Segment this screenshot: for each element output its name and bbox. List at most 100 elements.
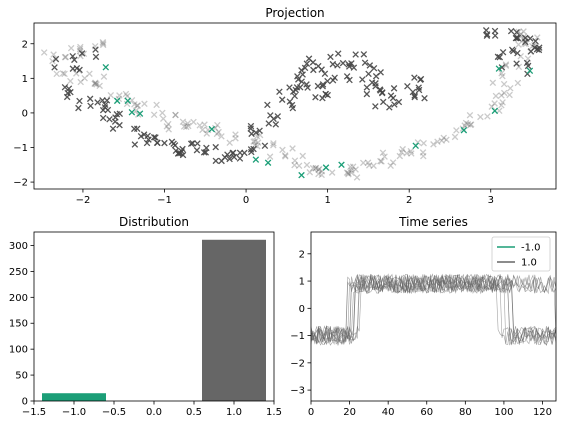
scatter-point-pos [301,64,309,72]
scatter-point-pos [434,138,441,145]
scatter-point-pos [86,95,94,103]
scatter-point-pos [386,104,393,111]
scatter-point-pos [515,28,522,36]
scatter-point-pos [421,94,428,102]
scatter-point-pos [523,59,531,67]
scatter-point-pos [218,133,225,140]
projection-axes-frame [33,22,557,190]
scatter-point-pos [349,163,357,170]
scatter-point-pos [295,162,303,170]
scatter-point-pos [154,139,161,147]
scatter-point-pos [467,121,475,128]
scatter-point-pos [498,92,505,99]
scatter-point-pos [96,82,103,90]
scatter-point-pos [80,50,88,58]
scatter-point-pos [91,80,98,87]
timeseries-line-pos [310,273,557,342]
legend-label-pos: 1.0 [521,258,537,269]
scatter-point-pos [411,92,418,99]
distribution-xtick-label: −1.0 [62,407,86,418]
scatter-point-pos [440,134,447,142]
scatter-point-pos [483,31,491,38]
scatter-point-pos [352,166,359,173]
scatter-point-pos [370,162,377,170]
scatter-point-pos [94,99,101,106]
scatter-point-pos [272,121,280,128]
scatter-point-pos [69,65,77,72]
scatter-point-pos [264,101,271,109]
legend: -1.0 1.0 [491,236,551,272]
distribution-panel: Distribution −1.5 −1.0 −0.5 0.0 0.5 1.0 1.5 0 50… [9,215,282,418]
scatter-point-pos [407,147,415,155]
scatter-point-neg [338,161,345,169]
legend-label-neg: -1.0 [521,243,541,254]
scatter-point-pos [411,74,418,81]
scatter-point-pos [346,76,353,84]
scatter-point-pos [78,50,86,57]
scatter-point-pos [282,153,289,160]
scatter-point-pos [417,76,424,84]
timeseries-line-pos [310,273,557,345]
scatter-point-pos [189,139,196,147]
scatter-point-pos [150,133,158,141]
scatter-point-pos [532,37,539,45]
scatter-point-pos [76,66,83,74]
timeseries-ytick-label: −3 [290,386,305,397]
scatter-point-pos [315,166,322,174]
scatter-point-pos [506,91,513,99]
scatter-point-pos [133,125,141,132]
scatter-point-neg [460,126,468,134]
scatter-point-pos [294,76,302,83]
scatter-point-pos [502,61,510,68]
scatter-point-pos [267,112,274,119]
scatter-point-pos [315,165,323,173]
scatter-point-pos [508,46,516,53]
scatter-point-pos [309,164,317,172]
scatter-point-pos [232,135,239,142]
timeseries-ytick-label: 2 [299,249,305,260]
scatter-point-pos [415,86,423,94]
scatter-point-pos [361,59,369,67]
projection-ytick-label: 0 [22,108,28,119]
scatter-point-pos [363,84,371,91]
scatter-point-pos [492,92,500,100]
scatter-point-pos [71,56,78,64]
scatter-point-neg [495,65,503,72]
scatter-point-pos [61,53,69,61]
scatter-point-pos [236,155,244,162]
scatter-point-pos [315,170,322,178]
scatter-point-pos [343,73,351,80]
scatter-point-pos [350,64,358,71]
scatter-point-pos [241,149,248,157]
scatter-point-pos [312,93,319,101]
scatter-point-pos [184,120,191,127]
scatter-point-pos [363,90,371,98]
scatter-point-pos [59,70,67,77]
distribution-ytick-label: 0 [22,397,28,408]
scatter-point-pos [318,171,325,179]
scatter-point-neg [102,64,110,71]
scatter-point-pos [314,82,322,90]
scatter-point-pos [348,60,355,67]
scatter-point-pos [377,69,384,76]
scatter-point-pos [408,150,415,157]
scatter-point-pos [213,130,221,138]
scatter-point-pos [348,167,355,174]
scatter-point-pos [296,84,304,91]
scatter-point-neg [208,125,216,133]
projection-xtick-label: −2 [76,195,91,206]
scatter-point-pos [306,169,314,176]
scatter-point-pos [159,109,166,117]
scatter-point-pos [533,46,541,53]
scatter-point-pos [499,72,506,80]
scatter-point-pos [391,101,398,108]
scatter-point-pos [514,49,521,57]
scatter-point-pos [527,48,535,55]
scatter-point-pos [438,137,445,144]
scatter-point-pos [514,79,522,87]
distribution-title: Distribution [119,215,189,229]
scatter-point-neg [412,142,419,150]
scatter-point-pos [251,138,259,145]
scatter-point-pos [502,62,510,69]
scatter-point-pos [107,91,115,99]
